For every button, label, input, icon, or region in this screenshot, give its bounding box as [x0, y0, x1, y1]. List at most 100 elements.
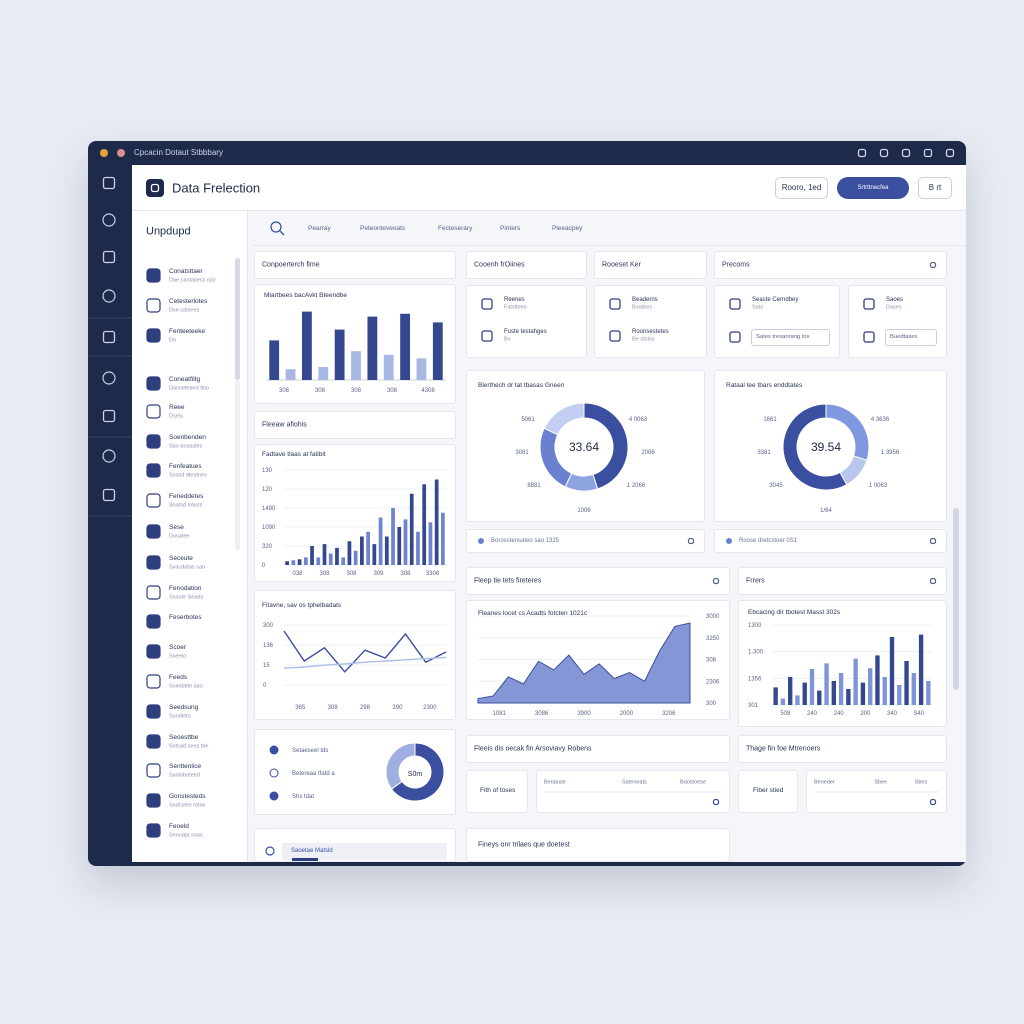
section-header	[738, 567, 947, 595]
app-title: Data Frelection	[172, 180, 261, 196]
item-label: Soenbenden	[169, 433, 206, 441]
chart-panel	[254, 284, 456, 404]
chart-panel	[254, 729, 456, 815]
note-panel	[466, 828, 730, 862]
scrollbar	[953, 508, 959, 690]
item-label: Gonstesteds	[169, 792, 206, 800]
tile-label: Saoes	[886, 297, 904, 303]
item-sub: Do	[169, 337, 177, 344]
item-sub: Sao bosastes	[169, 443, 203, 450]
row-column: Sbee	[874, 779, 888, 786]
row-column: Bdostoese	[680, 779, 706, 786]
tile-button[interactable]	[751, 329, 830, 346]
item-label: Fenteeteeke	[169, 327, 206, 335]
button-label[interactable]: Srtrttnecfea	[857, 185, 889, 191]
item-label: Seoesttbe	[169, 733, 199, 741]
tab[interactable]: Fecteserary	[438, 224, 473, 232]
button-label[interactable]: B rt	[928, 183, 942, 192]
tab[interactable]: Pleeacpey	[552, 224, 583, 232]
tab[interactable]: Peteonteveoats	[360, 224, 406, 232]
item-sub: Senuata soas	[169, 832, 203, 839]
section-header	[466, 251, 587, 279]
item-sub: Sotsad sees tbe	[169, 743, 209, 750]
chart-panel	[714, 370, 947, 522]
chart-title: Fitavne, sav os tphelbadats	[262, 601, 342, 609]
tile-button[interactable]	[885, 329, 937, 346]
sidebar-item[interactable]	[142, 640, 232, 664]
tab-bar	[252, 212, 966, 246]
sidebar-item[interactable]	[142, 520, 232, 544]
sidebar-item[interactable]	[142, 400, 232, 424]
item-sub: Dse catsees	[169, 307, 200, 314]
item-label: Scoer	[169, 643, 186, 651]
tile-sub: Fatsttees	[504, 304, 527, 311]
section-title: Fleeaw afiohis	[262, 421, 307, 429]
item-sub: Dosatee	[169, 533, 190, 540]
item-sub: Dasneteaed tloo	[169, 385, 210, 392]
search-input[interactable]	[282, 843, 447, 860]
tile-button-label[interactable]: Buedtases	[890, 334, 918, 341]
item-sub: Soiedatte sao	[169, 683, 203, 690]
chart-title: Ebcacing dir tbotest Masst 302s	[748, 608, 841, 616]
row-column: Beoeder	[814, 779, 835, 786]
section-title: Fleeis dis oecak fin Arsoviavy Robens	[474, 745, 592, 753]
sidebar-title: Unpdupd	[146, 225, 191, 238]
row-label: Fith of toses	[480, 786, 516, 794]
chart-panel	[466, 600, 730, 720]
scrollbar	[235, 258, 240, 380]
chart-title: Fadtave tlaas at fatibit	[262, 450, 326, 458]
chart-title: Fleanes locet cs Acadts fotcten 1021c	[478, 609, 588, 617]
button-label[interactable]: Rooro, 1ed	[781, 183, 822, 192]
tile-sub: Dases	[886, 304, 902, 311]
item-label: Sese	[169, 523, 184, 531]
chart-title: Rataal tee tbars enddtates	[726, 381, 803, 389]
row-column: Sbes	[914, 779, 928, 786]
section-title: Frrers	[746, 577, 765, 585]
footer-row	[466, 529, 705, 553]
item-sub: Sseeto	[169, 653, 187, 660]
item-label: Conatsttaer	[169, 267, 203, 275]
tab[interactable]: Pearray	[308, 224, 331, 232]
item-sub: Sasote Seads	[169, 594, 204, 601]
chart-panel	[738, 600, 947, 727]
scrollbar-track	[235, 380, 240, 550]
section-title: Precoms	[722, 261, 750, 269]
item-sub: Suodieto	[169, 713, 191, 720]
item-label: Feoeld	[169, 822, 189, 830]
row-column: Beoanse	[544, 779, 566, 786]
header-button[interactable]	[775, 177, 828, 199]
tile	[848, 285, 947, 358]
footer-label: Roose dretcstoer 0S1	[739, 538, 798, 544]
item-sub: Sastobeteed	[169, 772, 200, 779]
header-button[interactable]	[918, 177, 952, 199]
tile-sub: Sato	[752, 304, 764, 311]
section-header	[714, 251, 947, 279]
item-sub: Dseis	[169, 413, 183, 420]
item-label: Feeds	[169, 673, 188, 681]
section-header	[466, 567, 730, 595]
section-header	[738, 735, 947, 763]
tile-label: Reenes	[504, 297, 525, 303]
row-tile	[466, 770, 528, 813]
section-title: Thage fin foe Mtrenoers	[746, 745, 821, 753]
tile-sub: Boatbes	[632, 304, 653, 311]
item-label: Seedsung	[169, 703, 199, 711]
header-button[interactable]	[837, 177, 909, 199]
tile-button-label[interactable]: Sates tresanrang tos	[756, 334, 810, 341]
chart-panel	[466, 370, 705, 522]
item-label: Coneatfiltg	[169, 375, 201, 383]
tile-label: Seaste Cerndbey	[752, 297, 799, 303]
tile	[466, 285, 587, 358]
row-column: Sateneats	[622, 779, 647, 786]
section-header	[466, 735, 730, 763]
tile-label: Fuste testahges	[504, 329, 547, 335]
note-text: Fineys onr trilaes que doetest	[478, 841, 570, 849]
row-label: Fiber stied	[753, 786, 784, 794]
footer-row	[714, 529, 947, 553]
tab[interactable]: Pinters	[500, 224, 521, 232]
item-label: Feserbotes	[169, 613, 202, 621]
sidebar-item[interactable]	[142, 670, 232, 694]
item-sub: Soatsd tnbsts	[169, 502, 203, 509]
section-header	[594, 251, 707, 279]
